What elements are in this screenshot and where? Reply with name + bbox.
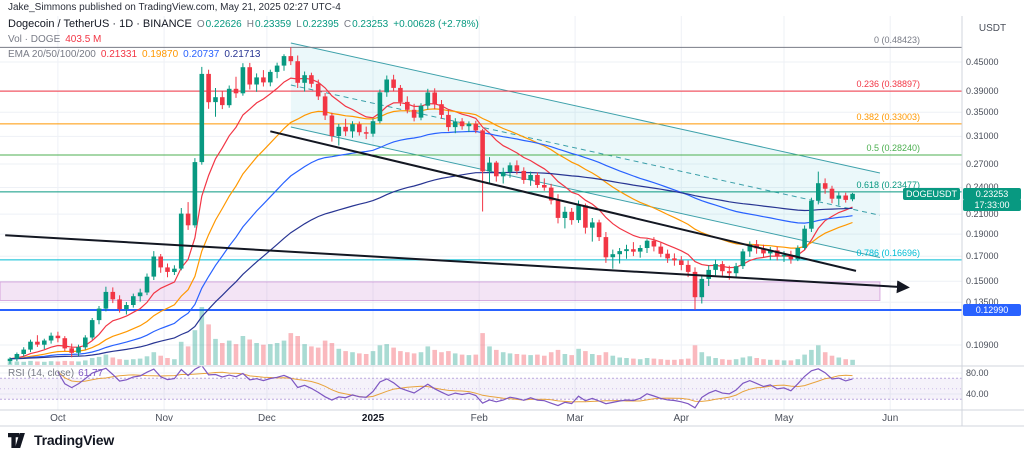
ema50-value: 0.19870 [142, 49, 179, 60]
tradingview-logo-icon [8, 432, 25, 448]
open-label: O [196, 19, 205, 30]
high-label: H [246, 19, 254, 30]
ema200-value: 0.21713 [224, 49, 261, 60]
time-label: May [774, 413, 794, 424]
close-label: C [343, 19, 352, 30]
time-label: Dec [257, 413, 276, 424]
currency-label: USDT [978, 23, 1007, 34]
footer: TradingView [8, 432, 114, 448]
symbol-title[interactable]: Dogecoin / TetherUS · 1D · BINANCE [8, 18, 192, 30]
fib-level-label: 0.5 (0.28240) [866, 142, 920, 153]
fib-level-label: 0 (0.48423) [873, 35, 920, 46]
price-tick: 0.45000 [966, 57, 999, 67]
volume-label: Vol · DOGE [8, 34, 61, 45]
last-price-badge: 0.23253 [963, 187, 1021, 200]
fib-level-label: 0.786 (0.16696) [856, 247, 920, 258]
symbol-legend-row[interactable]: Dogecoin / TetherUS · 1D · BINANCE O0.226… [8, 17, 479, 32]
ema20-value: 0.21331 [100, 49, 138, 60]
fib-level-label: 0.382 (0.33003) [856, 111, 920, 122]
time-label: Nov [155, 413, 174, 424]
time-label: 2025 [361, 413, 385, 424]
rsi-tick: 80.00 [966, 368, 989, 378]
change-value: +0.00628 (+2.78%) [393, 19, 479, 30]
time-label: Mar [566, 413, 584, 424]
rsi-tick: 40.00 [966, 389, 989, 399]
tradingview-logo[interactable]: TradingView [8, 432, 114, 448]
price-tick: 0.19000 [966, 229, 999, 240]
ema-legend-row[interactable]: EMA 20/50/100/200 0.21331 0.19870 0.20737 0.… [8, 47, 479, 62]
price-tick: 0.24000 [966, 182, 999, 192]
price-tick: 0.13500 [966, 297, 999, 308]
price-tick: 0.15000 [966, 276, 999, 287]
low-label: L [296, 19, 302, 30]
rsi-value: 61.77 [78, 368, 104, 379]
fib-level-label: 0.618 (0.23477) [856, 179, 920, 190]
tradingview-logo-text: TradingView [34, 432, 115, 448]
time-label: Feb [470, 413, 488, 424]
rsi-label: RSI (14, close) [8, 368, 75, 379]
low-value: 0.22395 [302, 19, 339, 30]
close-value: 0.23253 [352, 19, 389, 30]
open-value: 0.22626 [205, 19, 242, 30]
price-tick: 0.27000 [966, 158, 999, 169]
ema100-value: 0.20737 [183, 49, 220, 60]
rsi-legend-row[interactable]: RSI (14, close) 61.77 [8, 368, 103, 379]
time-label: Oct [50, 413, 66, 424]
countdown-badge: 17:33:00 [963, 199, 1021, 212]
time-label: Apr [673, 413, 690, 424]
price-tick: 0.31000 [966, 131, 999, 142]
chart-legend: Dogecoin / TetherUS · 1D · BINANCE O0.226… [8, 17, 479, 62]
attribution-text: Jake_Simmons published on TradingView.co… [8, 2, 341, 13]
price-tick: 0.35000 [966, 107, 999, 118]
ema-label: EMA 20/50/100/200 [8, 49, 96, 60]
fib-level-label: 0.236 (0.38897) [856, 79, 920, 90]
support-level-badge: 0.12990 [963, 303, 1021, 316]
time-label: Jun [882, 413, 899, 424]
high-value: 0.23359 [254, 19, 292, 30]
symbol-badge: DOGEUSDT [902, 187, 960, 200]
volume-value: 403.5 M [65, 34, 102, 45]
price-tick: 0.21000 [966, 209, 999, 220]
price-tick: 0.10900 [966, 340, 999, 350]
price-tick: 0.17000 [966, 251, 999, 262]
volume-legend-row[interactable]: Vol · DOGE 403.5 M [8, 32, 479, 47]
price-tick: 0.39000 [966, 85, 999, 96]
